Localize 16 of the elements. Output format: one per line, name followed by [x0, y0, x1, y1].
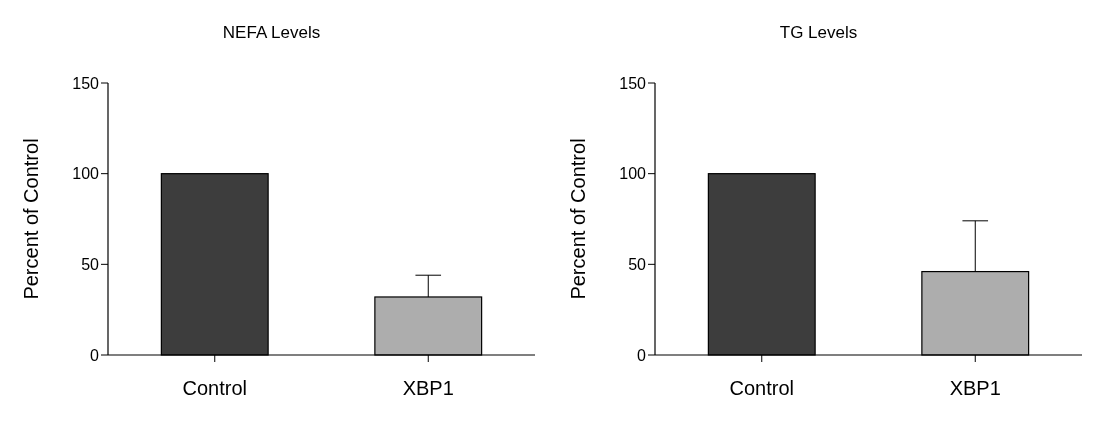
y-tick-label: 50: [628, 255, 647, 273]
chart-title: TG Levels: [779, 23, 858, 42]
y-tick-label: 0: [90, 346, 100, 364]
y-tick-label: 50: [81, 255, 100, 273]
y-axis-title: Percent of Control: [20, 138, 42, 300]
y-tick-label: 100: [619, 165, 647, 183]
x-tick-label: Control: [729, 377, 794, 399]
y-tick-label: 150: [619, 74, 647, 92]
chart-title: NEFA Levels: [222, 23, 321, 42]
y-axis-title: Percent of Control: [567, 138, 589, 300]
x-tick-label: XBP1: [402, 377, 454, 399]
x-tick-label: XBP1: [949, 377, 1001, 399]
y-tick-label: 150: [72, 74, 100, 92]
x-tick-label: Control: [182, 377, 247, 399]
y-tick-label: 0: [637, 346, 647, 364]
y-tick-label: 100: [72, 165, 100, 183]
